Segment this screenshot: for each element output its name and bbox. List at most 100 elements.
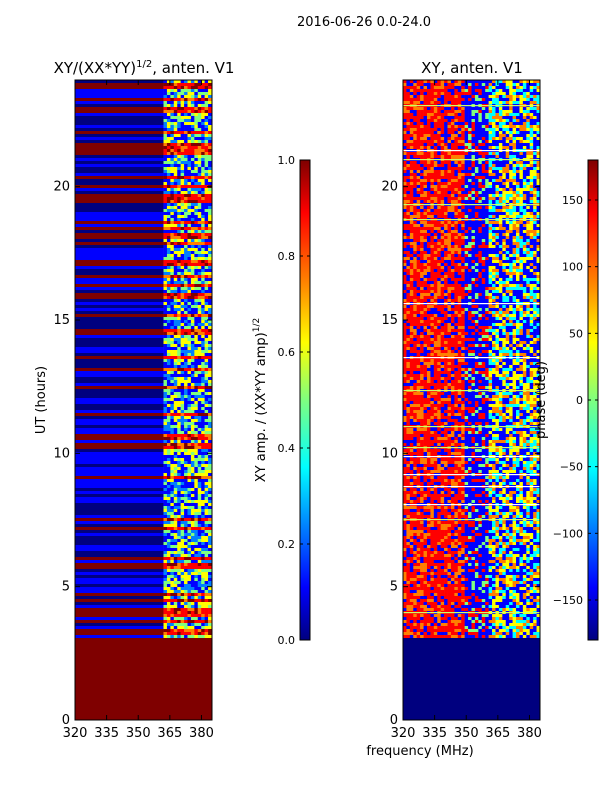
heatmap-cell xyxy=(208,104,212,107)
heatmap-cell xyxy=(522,131,527,134)
heatmap-cell xyxy=(512,143,517,146)
heatmap-cell xyxy=(478,212,483,215)
heatmap-cell xyxy=(201,575,205,578)
heatmap-cell xyxy=(201,374,205,377)
heatmap-cell xyxy=(447,188,452,191)
heatmap-cell xyxy=(509,116,513,119)
heatmap-cell xyxy=(166,503,171,506)
heatmap-cell xyxy=(416,167,421,170)
heatmap-cell xyxy=(471,191,476,194)
heatmap-cell xyxy=(495,197,500,200)
heatmap-cell xyxy=(177,593,181,596)
heatmap-row xyxy=(75,476,164,479)
heatmap-cell xyxy=(426,116,431,119)
heatmap-cell xyxy=(481,167,486,170)
heatmap-cell xyxy=(498,131,503,134)
heatmap-cell xyxy=(208,287,212,290)
heatmap-cell xyxy=(420,143,424,146)
heatmap-cell xyxy=(180,431,185,434)
heatmap-cell xyxy=(170,632,175,635)
heatmap-cell xyxy=(488,86,493,89)
heatmap-cell xyxy=(208,269,212,272)
heatmap-cell xyxy=(180,272,185,275)
heatmap-cell xyxy=(495,173,500,176)
heatmap-cell xyxy=(163,404,168,407)
heatmap-cell xyxy=(474,185,479,188)
heatmap-row xyxy=(75,593,164,596)
heatmap-cell xyxy=(187,182,192,185)
heatmap-cell xyxy=(184,410,188,413)
heatmap-cell xyxy=(201,440,205,443)
heatmap-cell xyxy=(450,215,455,218)
heatmap-cell xyxy=(498,95,503,98)
heatmap-cell xyxy=(190,515,195,518)
heatmap-cell xyxy=(488,212,493,215)
heatmap-cell xyxy=(173,359,178,362)
heatmap-cell xyxy=(505,191,510,194)
heatmap-cell xyxy=(426,122,431,125)
heatmap-cell xyxy=(190,467,195,470)
heatmap-cell xyxy=(423,194,428,197)
heatmap-line xyxy=(403,159,540,161)
heatmap-cell xyxy=(208,272,212,275)
heatmap-cell xyxy=(536,92,540,95)
heatmap-cell xyxy=(447,179,452,182)
heatmap-row xyxy=(75,497,164,500)
heatmap-cell xyxy=(430,125,435,128)
heatmap-cell xyxy=(184,182,188,185)
heatmap-cell xyxy=(177,101,181,104)
heatmap-cell xyxy=(190,551,195,554)
heatmap-cell xyxy=(204,512,209,515)
heatmap-cell xyxy=(170,116,175,119)
heatmap-cell xyxy=(403,170,407,173)
heatmap-cell xyxy=(184,320,188,323)
heatmap-cell xyxy=(166,317,171,320)
heatmap-cell xyxy=(440,113,445,116)
heatmap-cell xyxy=(204,599,209,602)
heatmap-cell xyxy=(190,299,195,302)
heatmap-cell xyxy=(409,125,414,128)
heatmap-cell xyxy=(197,461,202,464)
heatmap-cell xyxy=(433,125,438,128)
heatmap-cell xyxy=(440,86,445,89)
heatmap-cell xyxy=(536,176,540,179)
heatmap-cell xyxy=(190,176,195,179)
heatmap-cell xyxy=(194,455,199,458)
heatmap-cell xyxy=(437,80,441,83)
heatmap-cell xyxy=(208,554,212,557)
heatmap-cell xyxy=(416,116,421,119)
heatmap-cell xyxy=(187,440,192,443)
heatmap-cell xyxy=(190,347,195,350)
heatmap-cell xyxy=(403,131,407,134)
heatmap-cell xyxy=(184,371,188,374)
heatmap-cell xyxy=(170,527,175,530)
heatmap-cell xyxy=(204,614,209,617)
heatmap-cell xyxy=(163,137,168,140)
heatmap-cell xyxy=(197,518,202,521)
heatmap-cell xyxy=(187,197,192,200)
heatmap-cell xyxy=(163,332,168,335)
heatmap-cell xyxy=(180,560,185,563)
heatmap-cell xyxy=(204,416,209,419)
heatmap-cell xyxy=(495,119,500,122)
heatmap-cell xyxy=(498,194,503,197)
heatmap-cell xyxy=(519,167,524,170)
heatmap-cell xyxy=(444,125,448,128)
heatmap-cell xyxy=(173,125,178,128)
heatmap-cell xyxy=(519,98,524,101)
heatmap-cell xyxy=(201,548,205,551)
heatmap-cell xyxy=(173,434,178,437)
colorbar-tick-label: 1.0 xyxy=(278,154,296,167)
heatmap-cell xyxy=(163,338,168,341)
heatmap-cell xyxy=(440,89,445,92)
heatmap-cell xyxy=(201,509,205,512)
heatmap-cell xyxy=(173,221,178,224)
y-tick-label: 0 xyxy=(62,713,70,728)
heatmap-cell xyxy=(447,143,452,146)
heatmap-cell xyxy=(180,245,185,248)
heatmap-cell xyxy=(166,467,171,470)
heatmap-cell xyxy=(201,518,205,521)
heatmap-cell xyxy=(519,89,524,92)
heatmap-cell xyxy=(474,212,479,215)
heatmap-cell xyxy=(474,179,479,182)
